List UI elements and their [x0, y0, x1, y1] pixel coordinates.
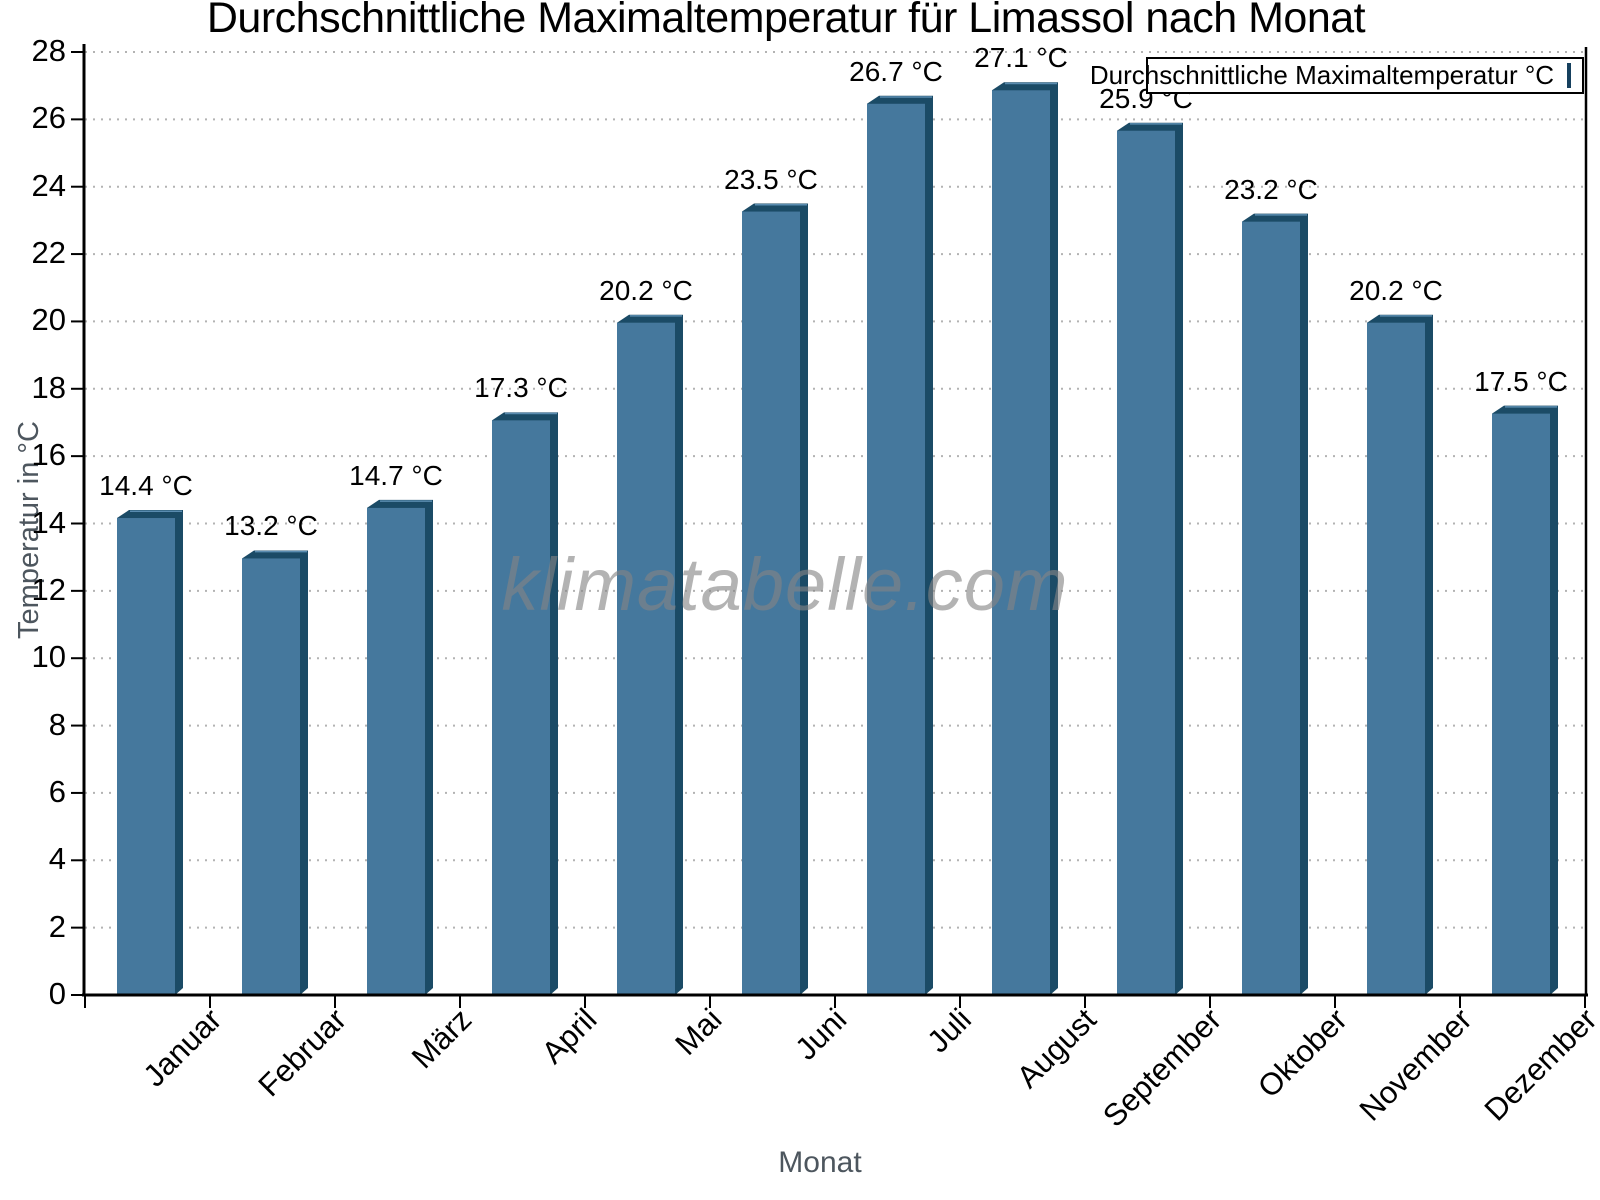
y-axis-title: Temperatur in °C [13, 421, 45, 639]
watermark: klimatabelle.com [501, 543, 1069, 626]
x-axis-title: Monat [778, 1146, 862, 1179]
bar [617, 322, 675, 995]
legend-swatch-icon [1567, 63, 1571, 88]
bar [992, 90, 1050, 995]
bar [742, 211, 800, 995]
legend-label: Durchschnittliche Maximaltemperatur °C [1089, 60, 1554, 90]
bar [242, 558, 300, 995]
legend: Durchschnittliche Maximaltemperatur °C [1090, 57, 1584, 94]
bar [1117, 130, 1175, 996]
bar [117, 518, 175, 995]
chart-title: Durchschnittliche Maximaltemperatur für … [206, 0, 1366, 42]
bar [867, 103, 925, 995]
bar [1492, 413, 1550, 995]
bar [492, 420, 550, 995]
bar [1367, 322, 1425, 995]
bar [1242, 221, 1300, 995]
bar [367, 507, 425, 995]
